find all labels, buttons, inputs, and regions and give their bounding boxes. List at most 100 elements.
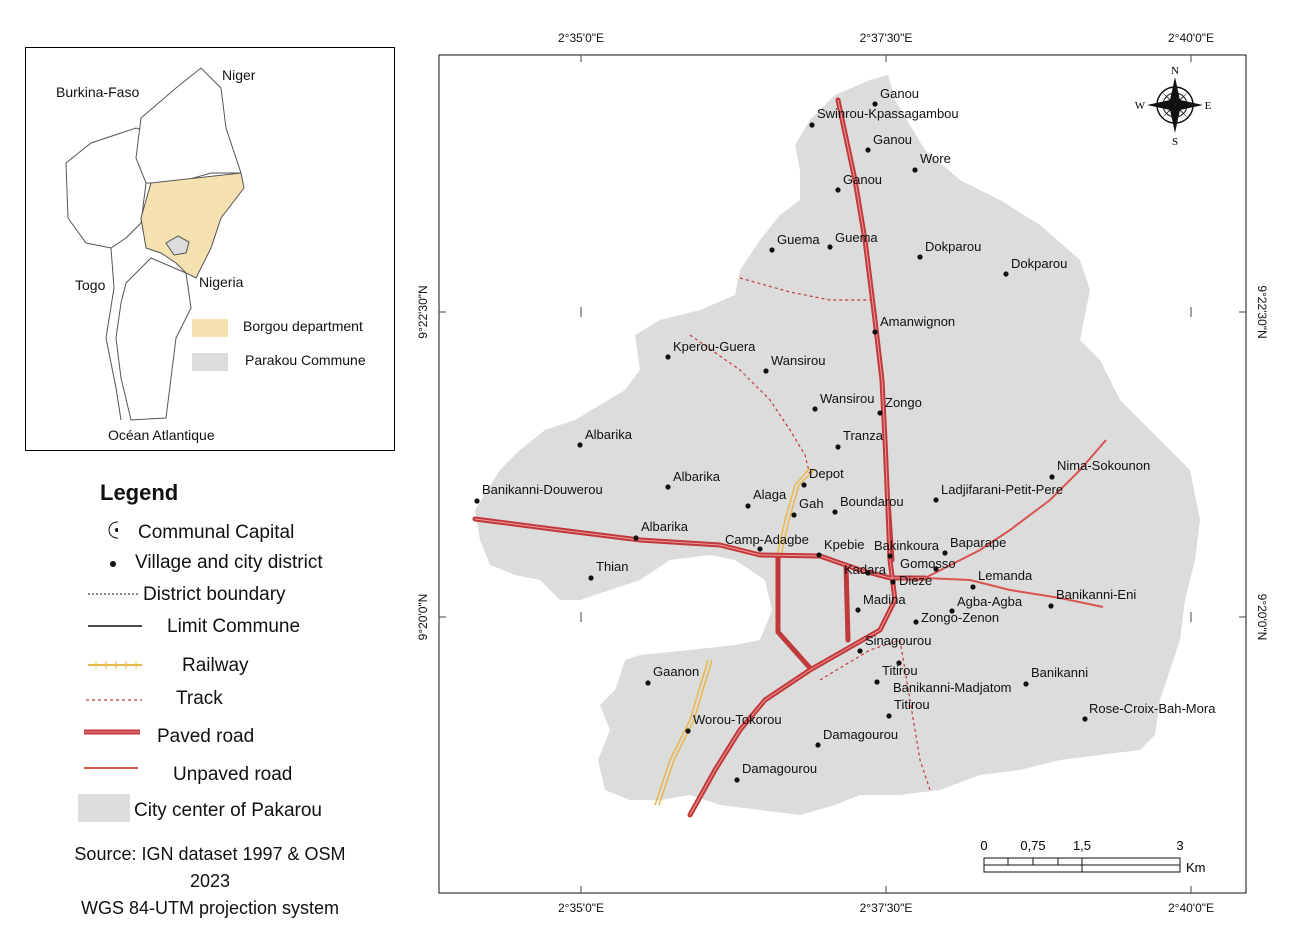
place-marker: Banikanni-Eni [1048, 587, 1136, 609]
village-dot [855, 607, 861, 613]
place-marker: Dokparou [1003, 256, 1067, 277]
x-tick-bottom-1: 2°35'0"E [558, 901, 604, 915]
village-dot [757, 546, 763, 552]
place-marker: Ladjifarani-Petit-Pere [933, 482, 1063, 503]
village-dot [872, 329, 878, 335]
place-label: Agba-Agba [957, 594, 1023, 609]
togo-outline [105, 247, 122, 421]
inset-label-burkina: Burkina-Faso [56, 84, 140, 100]
place-marker: Bakinkoura [874, 538, 940, 559]
railway [654, 467, 815, 806]
parakou-commune [165, 235, 190, 256]
graticule-ticks [439, 55, 1246, 893]
village-dot [1023, 681, 1029, 687]
legend-item-city-center: City center of Pakarou [40, 794, 380, 824]
legend-label: Village and city district [135, 552, 323, 573]
place-label: Sinagourou [865, 633, 932, 648]
legend-item-limit-commune: Limit Commune [40, 612, 380, 642]
place-label: Guema [777, 232, 820, 247]
place-marker: Titirou [874, 663, 918, 685]
place-marker: Swinrou-Kpassagambou [809, 106, 959, 128]
place-marker: Sinagourou [857, 633, 932, 654]
legend-item-paved-road: Paved road [40, 722, 380, 752]
village-dot [933, 497, 939, 503]
place-marker: Rose-Croix-Bah-Mora [1082, 701, 1216, 722]
place-marker: Tranza [835, 428, 884, 450]
village-dot [832, 509, 838, 515]
village-dot [912, 167, 918, 173]
village-dot [791, 512, 797, 518]
inset-key-parakou-label: Parakou Commune [245, 352, 366, 368]
village-dot [835, 187, 841, 193]
village-dot [857, 648, 863, 654]
y-tick-right-1: 9°22'30"N [1255, 285, 1269, 338]
place-marker: Ganou [865, 132, 912, 153]
place-marker: Depot [801, 466, 844, 488]
east-label: E [1205, 100, 1212, 112]
place-label: Lemanda [978, 568, 1033, 583]
place-label: Banikanni [1031, 665, 1088, 680]
north-label: N [1171, 65, 1179, 77]
village-dot [734, 777, 740, 783]
village-dot [577, 442, 583, 448]
place-label: Kpebie [824, 537, 864, 552]
y-tick-left-1: 9°22'30"N [416, 285, 430, 338]
place-marker: Damagourou [815, 727, 898, 748]
legend-item-railway: Railway [40, 651, 380, 681]
x-tick-top-2: 2°37'30"E [860, 31, 913, 45]
place-label: Madina [863, 592, 906, 607]
place-label: Albarika [585, 427, 633, 442]
unpaved-road-symbol [84, 767, 138, 769]
place-marker: Guema [769, 232, 820, 253]
place-marker: Dokparou [917, 239, 981, 260]
borgou-department [140, 172, 245, 279]
place-marker: Guema [827, 230, 878, 250]
place-label: Titirou [894, 697, 930, 712]
scale-tick-2: 1,5 [1073, 838, 1091, 853]
village-dot [816, 552, 822, 558]
village-dot-symbol [110, 561, 116, 567]
inset-key-borgou-swatch [192, 319, 228, 337]
place-label: Dokparou [1011, 256, 1067, 271]
place-label: Baparape [950, 535, 1006, 550]
legend-item-communal-capital: Communal Capital [40, 518, 380, 548]
place-label: Alaga [753, 487, 787, 502]
north-arrow-icon [1147, 77, 1203, 133]
legend-item-district-boundary: District boundary [40, 580, 380, 610]
village-dot [917, 254, 923, 260]
place-label: Depot [809, 466, 844, 481]
x-tick-top-3: 2°40'0"E [1168, 31, 1214, 45]
village-dot [633, 535, 639, 541]
scale-tick-3: 3 [1176, 838, 1183, 853]
inset-label-nigeria: Nigeria [199, 274, 244, 290]
village-dot [1049, 474, 1055, 480]
place-label: Wansirou [820, 391, 874, 406]
place-label: Ganou [873, 132, 912, 147]
place-label: Banikanni-Eni [1056, 587, 1136, 602]
place-label: Gah [799, 496, 824, 511]
inset-key-parakou: Parakou Commune [192, 350, 392, 372]
village-dot [812, 406, 818, 412]
place-marker: Amanwignon [872, 314, 955, 335]
legend-label: Track [176, 688, 223, 709]
place-label: Zongo [885, 395, 922, 410]
district-boundary-symbol [88, 593, 140, 595]
place-label: Kadara [844, 562, 887, 577]
village-dot [769, 247, 775, 253]
place-marker: Lemanda [970, 568, 1033, 590]
village-dot [809, 122, 815, 128]
legend-label: District boundary [143, 584, 286, 605]
place-label: Banikanni-Douwerou [482, 482, 603, 497]
village-dot [835, 444, 841, 450]
place-marker: Ganou [835, 172, 882, 193]
legend-label: City center of Pakarou [134, 800, 322, 821]
legend-label: Limit Commune [167, 616, 301, 637]
place-marker: Albarika [665, 469, 721, 490]
scale-bar [983, 857, 1181, 873]
unpaved-roads [924, 439, 1107, 608]
legend-item-village: Village and city district [40, 548, 380, 578]
place-label: Zongo-Zenon [921, 610, 999, 625]
village-dot [949, 608, 955, 614]
west-label: W [1135, 100, 1146, 112]
place-label: Nima-Sokounon [1057, 458, 1150, 473]
